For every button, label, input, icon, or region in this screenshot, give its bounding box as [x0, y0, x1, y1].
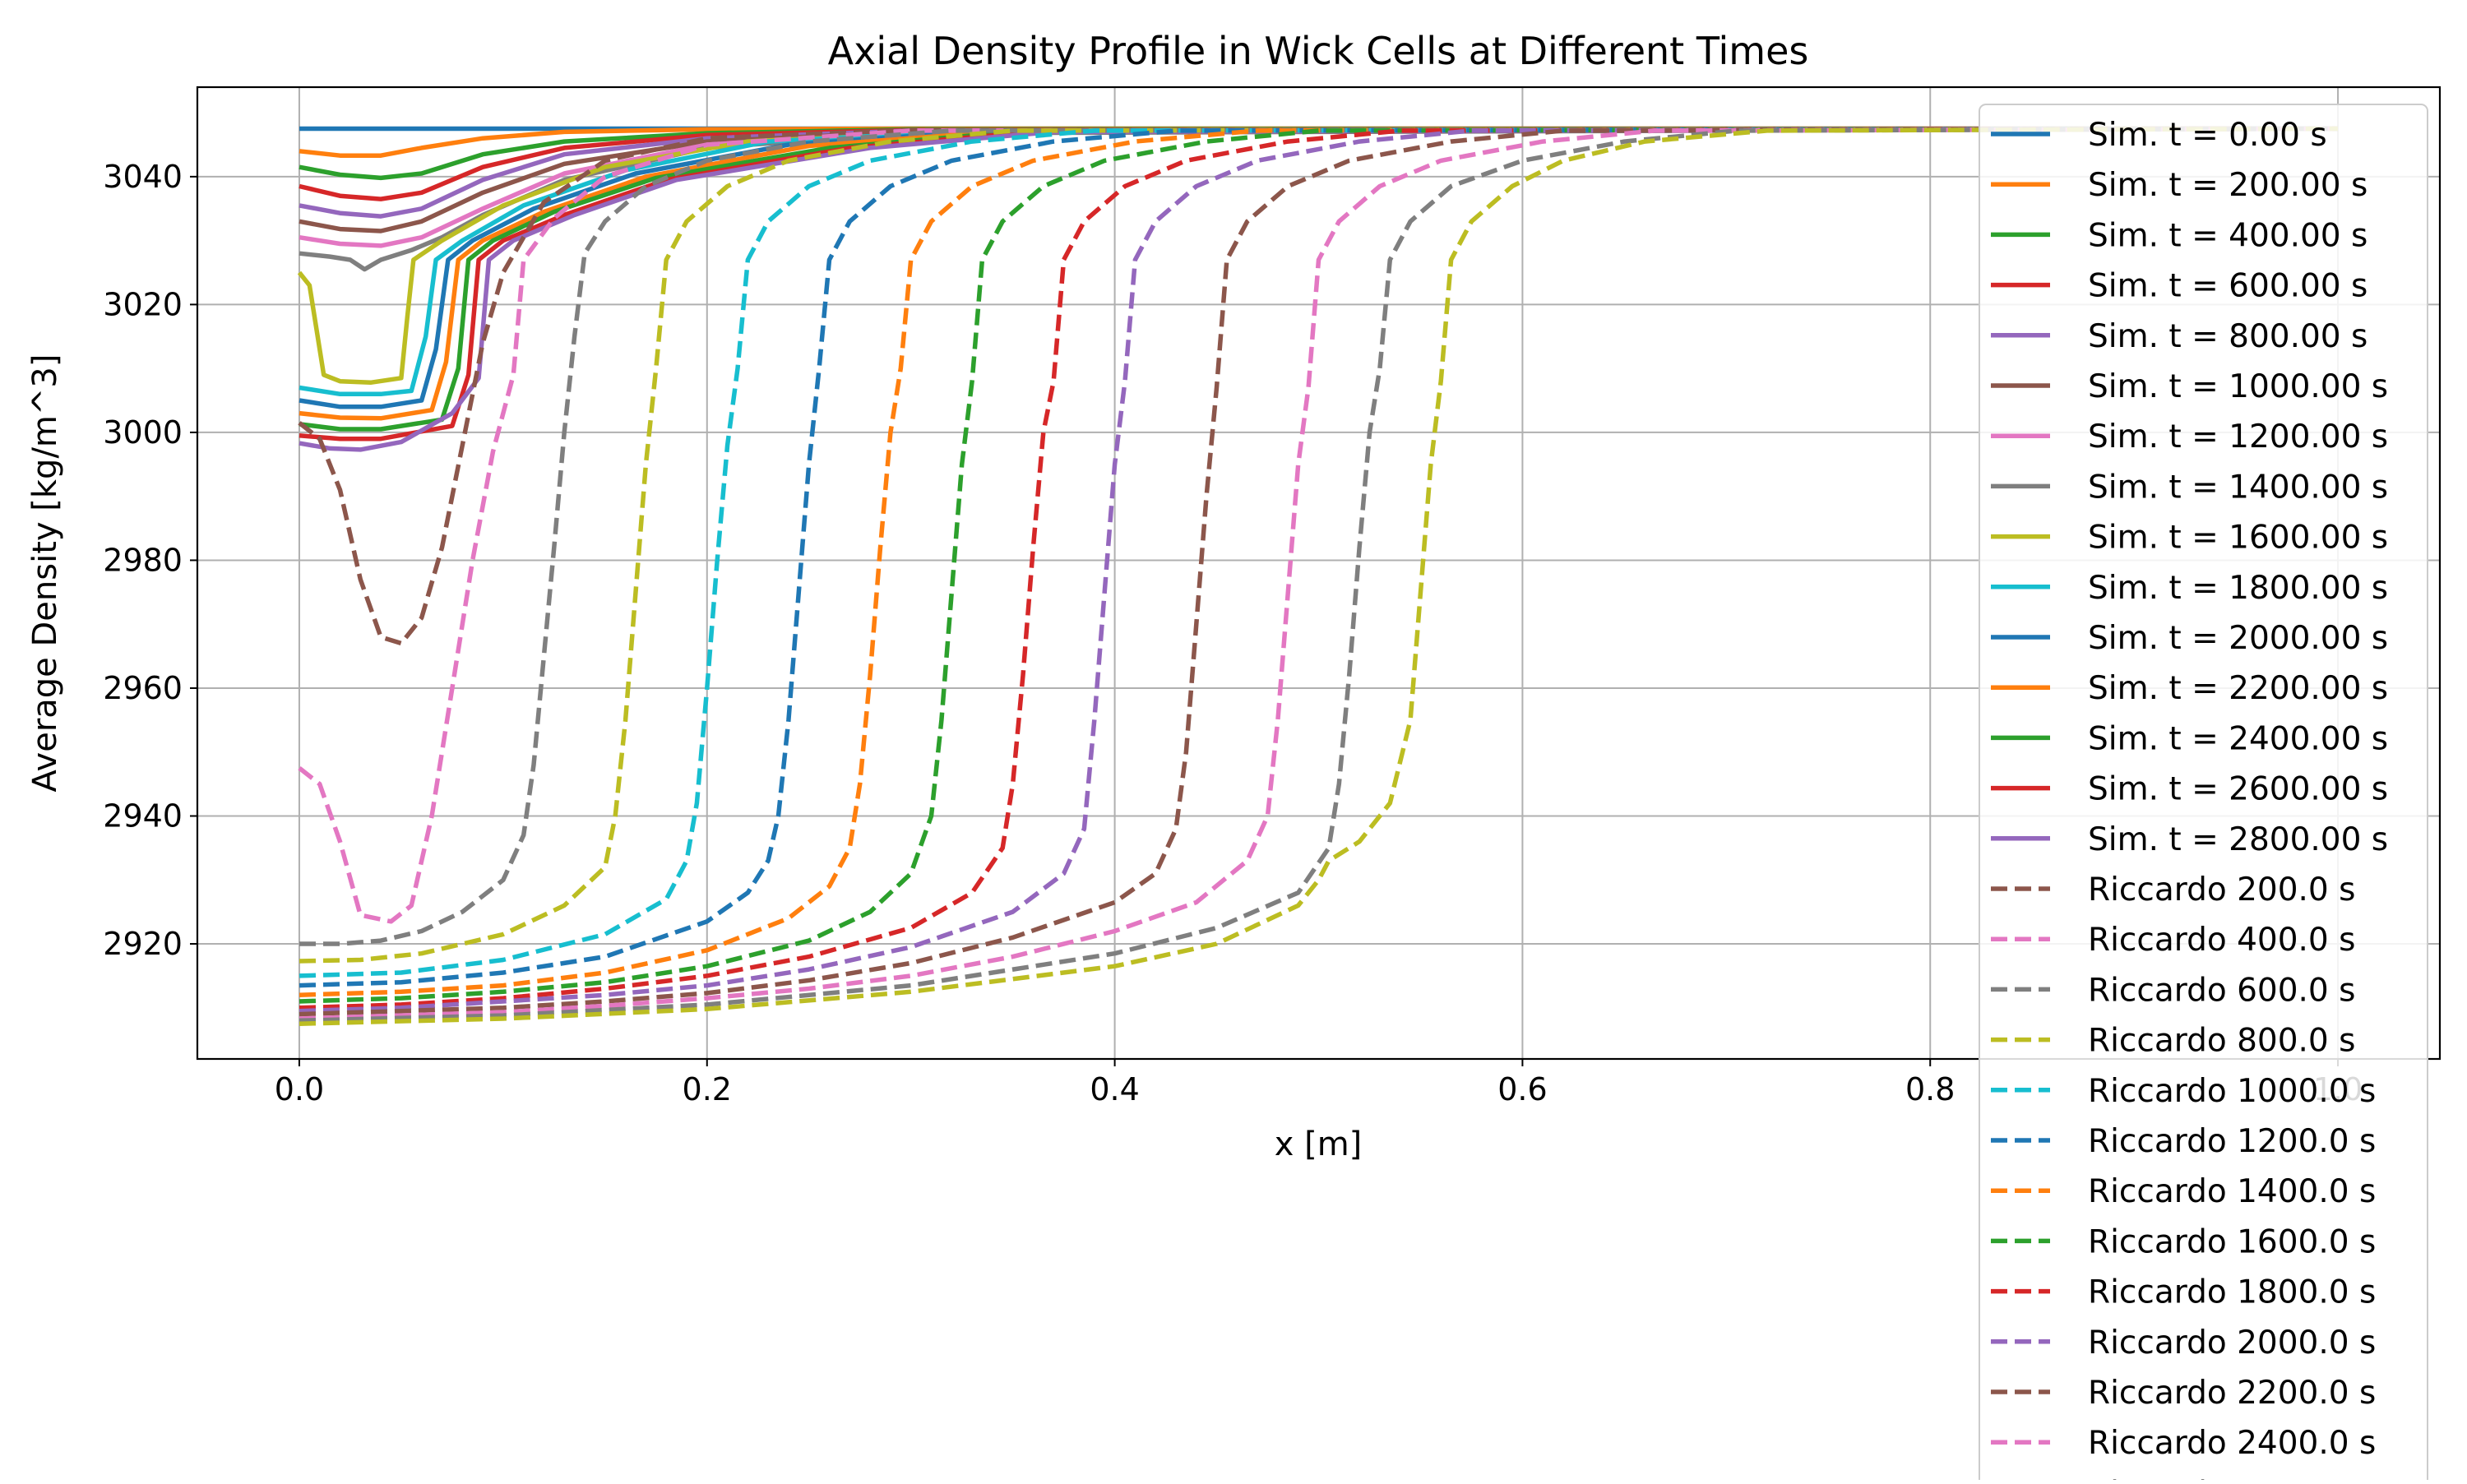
legend-frame	[1979, 104, 2428, 1484]
series-line-riccardo-15	[298, 126, 2339, 646]
legend-label: Riccardo 1000.0 s	[2088, 1073, 2376, 1110]
x-tick-label: 0.6	[1497, 1071, 1547, 1107]
legend-label: Sim. t = 2200.00 s	[2088, 670, 2388, 707]
y-tick-label: 3000	[103, 414, 183, 451]
series-line-riccardo-26	[299, 126, 2339, 1021]
chart-title: Axial Density Profile in Wick Cells at D…	[828, 29, 1809, 73]
legend: Sim. t = 0.00 s Sim. t = 200.00 s Sim. t =…	[1979, 104, 2428, 1484]
y-axis-label: Average Density [kg/m^3]	[26, 354, 64, 793]
legend-label: Sim. t = 200.00 s	[2088, 167, 2367, 204]
legend-label: Sim. t = 800.00 s	[2088, 318, 2367, 355]
series-line-riccardo-22	[299, 126, 2339, 1004]
series-line-riccardo-18	[299, 126, 2339, 964]
legend-label: Sim. t = 1000.00 s	[2088, 368, 2388, 405]
legend-label: Riccardo 1200.0 s	[2088, 1123, 2376, 1160]
legend-label: Riccardo 1400.0 s	[2088, 1173, 2376, 1210]
legend-label: Riccardo 200.0 s	[2088, 871, 2355, 908]
legend-label: Sim. t = 400.00 s	[2088, 217, 2367, 254]
legend-label: Sim. t = 2600.00 s	[2088, 771, 2388, 808]
legend-label: Sim. t = 1400.00 s	[2088, 469, 2388, 506]
legend-label: Riccardo 800.0 s	[2088, 1023, 2355, 1060]
legend-label: Riccardo 400.0 s	[2088, 922, 2355, 959]
series-line-riccardo-25	[299, 126, 2339, 1017]
series-line-sim-11	[299, 126, 2339, 421]
legend-label: Riccardo 1800.0 s	[2088, 1274, 2376, 1311]
y-tick-label: 2920	[103, 926, 183, 962]
legend-label: Sim. t = 0.00 s	[2088, 117, 2327, 154]
legend-label: Sim. t = 1800.00 s	[2088, 570, 2388, 607]
x-tick-label: 0.0	[275, 1071, 324, 1107]
x-axis-label: x [m]	[1275, 1126, 1363, 1163]
plot-frame	[196, 86, 2442, 1061]
legend-label: Riccardo 2400.0 s	[2088, 1425, 2376, 1462]
y-tick-label: 2940	[103, 798, 183, 834]
legend-label: Sim. t = 2000.00 s	[2088, 620, 2388, 657]
x-tick-label: 0.4	[1090, 1071, 1139, 1107]
series-line-riccardo-23	[299, 126, 2339, 1010]
series-line-sim-14	[299, 126, 2339, 452]
series-line-riccardo-16	[298, 126, 2339, 924]
y-tick-label: 2980	[103, 542, 183, 578]
series-line-riccardo-28	[299, 126, 2339, 1026]
series-line-sim-8	[297, 126, 2339, 386]
legend-label: Sim. t = 1200.00 s	[2088, 418, 2388, 455]
legend-label: Riccardo 2000.0 s	[2088, 1325, 2376, 1361]
legend-label: Riccardo 600.0 s	[2088, 972, 2355, 1009]
tick-layer: 0.00.20.40.60.81.02920294029602980300030…	[103, 159, 2363, 1107]
legend-label: Sim. t = 2800.00 s	[2088, 821, 2388, 858]
legend-label: Riccardo 2200.0 s	[2088, 1375, 2376, 1412]
series-layer	[297, 126, 2339, 1026]
series-line-riccardo-21	[299, 126, 2339, 997]
y-tick-label: 2960	[103, 670, 183, 706]
y-tick-label: 3040	[103, 159, 183, 195]
series-line-riccardo-17	[299, 126, 2339, 946]
legend-label: Sim. t = 1600.00 s	[2088, 520, 2388, 557]
x-tick-label: 0.2	[683, 1071, 732, 1107]
series-line-riccardo-24	[299, 126, 2339, 1014]
legend-label: Sim. t = 600.00 s	[2088, 268, 2367, 305]
legend-label: Riccardo 1600.0 s	[2088, 1223, 2376, 1260]
series-line-riccardo-19	[299, 126, 2339, 978]
series-line-riccardo-27	[299, 126, 2339, 1024]
series-line-riccardo-20	[299, 126, 2339, 988]
legend-label: Riccardo 2600.0 s	[2088, 1475, 2376, 1480]
x-tick-label: 0.8	[1905, 1071, 1955, 1107]
y-tick-label: 3020	[103, 286, 183, 322]
legend-label: Sim. t = 2400.00 s	[2088, 720, 2388, 757]
